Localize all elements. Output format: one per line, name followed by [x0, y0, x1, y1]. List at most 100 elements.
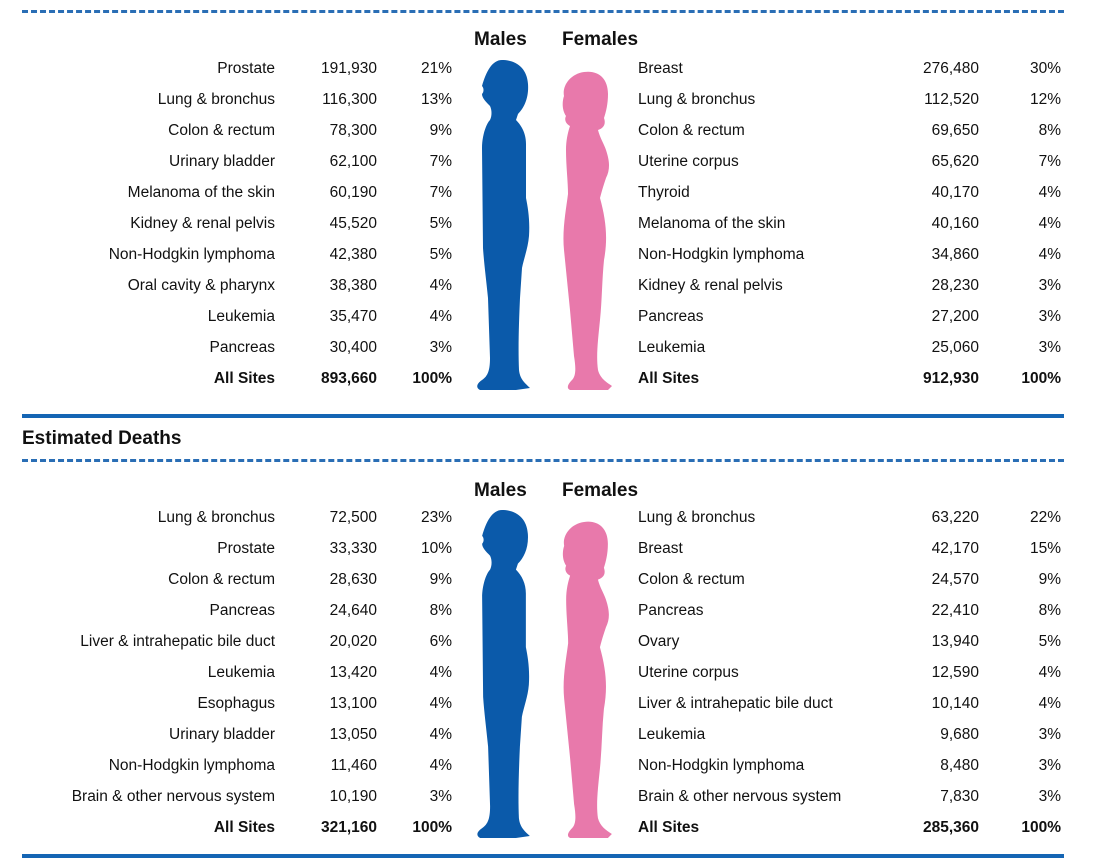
case-count-value: 65,620: [931, 153, 979, 170]
male-total-row: All Sites 893,660 100%: [0, 367, 1096, 391]
section-title-estimated-deaths: Estimated Deaths: [22, 428, 182, 449]
case-count-value: 42,380: [329, 246, 377, 263]
percent-value: 4%: [429, 726, 452, 743]
male-silhouette-icon: [477, 509, 530, 839]
case-count-value: 10,140: [931, 695, 979, 712]
male-table-row: Pancreas 30,400 3%: [0, 336, 1096, 360]
cancer-site-label: Uterine corpus: [638, 153, 739, 170]
case-count-value: 28,230: [931, 277, 979, 294]
male-body-shape: [477, 509, 530, 839]
case-count-value: 112,520: [924, 91, 979, 108]
cancer-site-label: Urinary bladder: [169, 153, 275, 170]
male-table-row: Pancreas 24,640 8%: [0, 599, 1096, 623]
cancer-site-label: Non-Hodgkin lymphoma: [638, 757, 805, 774]
female-table-row: Melanoma of the skin 40,160 4%: [0, 212, 1096, 236]
cancer-site-label: Lung & bronchus: [638, 91, 756, 108]
percent-value: 3%: [1038, 308, 1061, 325]
male-table-row: Colon & rectum 28,630 9%: [0, 568, 1096, 592]
section-divider-dashed: [22, 10, 1064, 13]
percent-value: 7%: [1038, 153, 1061, 170]
cancer-site-label: Lung & bronchus: [157, 91, 275, 108]
percent-value: 4%: [1038, 695, 1061, 712]
percent-value: 9%: [429, 571, 452, 588]
male-table-row: Liver & intrahepatic bile duct 20,020 6%: [0, 630, 1096, 654]
male-table-row: Prostate 33,330 10%: [0, 537, 1096, 561]
case-count-value: 35,470: [329, 308, 377, 325]
cancer-site-label: All Sites: [638, 819, 700, 836]
male-table-row: Kidney & renal pelvis 45,520 5%: [0, 212, 1096, 236]
cancer-site-label: Thyroid: [638, 184, 690, 201]
case-count-value: 285,360: [922, 819, 979, 836]
percent-value: 4%: [1038, 246, 1061, 263]
case-count-value: 13,420: [329, 664, 377, 681]
cancer-site-label: Pancreas: [638, 602, 704, 619]
percent-value: 100%: [412, 819, 452, 836]
cancer-site-label: Brain & other nervous system: [71, 788, 275, 805]
percent-value: 30%: [1029, 60, 1061, 77]
cancer-site-label: Lung & bronchus: [157, 509, 275, 526]
cancer-site-label: Colon & rectum: [638, 122, 745, 139]
female-table-row: Liver & intrahepatic bile duct 10,140 4%: [0, 692, 1096, 716]
percent-value: 4%: [1038, 215, 1061, 232]
percent-value: 100%: [412, 370, 452, 387]
case-count-value: 45,520: [329, 215, 377, 232]
female-table-row: Leukemia 9,680 3%: [0, 723, 1096, 747]
female-table-row: Leukemia 25,060 3%: [0, 336, 1096, 360]
cancer-site-label: Non-Hodgkin lymphoma: [108, 246, 275, 263]
percent-value: 22%: [1029, 509, 1061, 526]
female-table-row: Thyroid 40,170 4%: [0, 181, 1096, 205]
percent-value: 4%: [429, 664, 452, 681]
female-table-row: Uterine corpus 65,620 7%: [0, 150, 1096, 174]
female-table-row: Non-Hodgkin lymphoma 34,860 4%: [0, 243, 1096, 267]
case-count-value: 191,930: [320, 60, 377, 77]
cancer-site-label: Lung & bronchus: [638, 509, 756, 526]
case-count-value: 20,020: [329, 633, 377, 650]
female-table-row: Brain & other nervous system 7,830 3%: [0, 785, 1096, 809]
cancer-site-label: All Sites: [638, 370, 700, 387]
percent-value: 23%: [420, 509, 452, 526]
male-table-row: Leukemia 35,470 4%: [0, 305, 1096, 329]
cancer-site-label: Melanoma of the skin: [638, 215, 786, 232]
case-count-value: 40,160: [931, 215, 979, 232]
case-count-value: 34,860: [931, 246, 979, 263]
case-count-value: 40,170: [931, 184, 979, 201]
cancer-site-label: Leukemia: [638, 339, 706, 356]
female-table-row: Non-Hodgkin lymphoma 8,480 3%: [0, 754, 1096, 778]
cancer-site-label: Melanoma of the skin: [127, 184, 275, 201]
case-count-value: 7,830: [940, 788, 979, 805]
percent-value: 4%: [1038, 664, 1061, 681]
male-table-row: Melanoma of the skin 60,190 7%: [0, 181, 1096, 205]
cancer-site-label: Kidney & renal pelvis: [130, 215, 275, 232]
male-table-row: Leukemia 13,420 4%: [0, 661, 1096, 685]
female-table-row: Pancreas 27,200 3%: [0, 305, 1096, 329]
female-table-row: Lung & bronchus 63,220 22%: [0, 506, 1096, 530]
cancer-site-label: Pancreas: [209, 339, 275, 356]
percent-value: 3%: [1038, 757, 1061, 774]
section-divider-dashed: [22, 459, 1064, 462]
case-count-value: 276,480: [922, 60, 979, 77]
cancer-site-label: Breast: [638, 540, 683, 557]
male-table-row: Urinary bladder 62,100 7%: [0, 150, 1096, 174]
female-table-row: Kidney & renal pelvis 28,230 3%: [0, 274, 1096, 298]
percent-value: 8%: [1038, 122, 1061, 139]
females-header: Females: [562, 29, 639, 50]
case-count-value: 30,400: [329, 339, 377, 356]
cancer-site-label: Colon & rectum: [168, 571, 275, 588]
case-count-value: 69,650: [931, 122, 979, 139]
percent-value: 3%: [429, 339, 452, 356]
female-table-row: Uterine corpus 12,590 4%: [0, 661, 1096, 685]
cancer-site-label: Colon & rectum: [168, 122, 275, 139]
case-count-value: 24,640: [329, 602, 377, 619]
case-count-value: 9,680: [940, 726, 979, 743]
case-count-value: 63,220: [931, 509, 979, 526]
cancer-site-label: Non-Hodgkin lymphoma: [638, 246, 805, 263]
cancer-site-label: All Sites: [213, 370, 275, 387]
percent-value: 13%: [420, 91, 452, 108]
case-count-value: 42,170: [931, 540, 979, 557]
cancer-site-label: Kidney & renal pelvis: [638, 277, 783, 294]
percent-value: 7%: [429, 184, 452, 201]
percent-value: 5%: [429, 215, 452, 232]
case-count-value: 62,100: [329, 153, 377, 170]
case-count-value: 8,480: [940, 757, 979, 774]
male-table-row: Non-Hodgkin lymphoma 11,460 4%: [0, 754, 1096, 778]
